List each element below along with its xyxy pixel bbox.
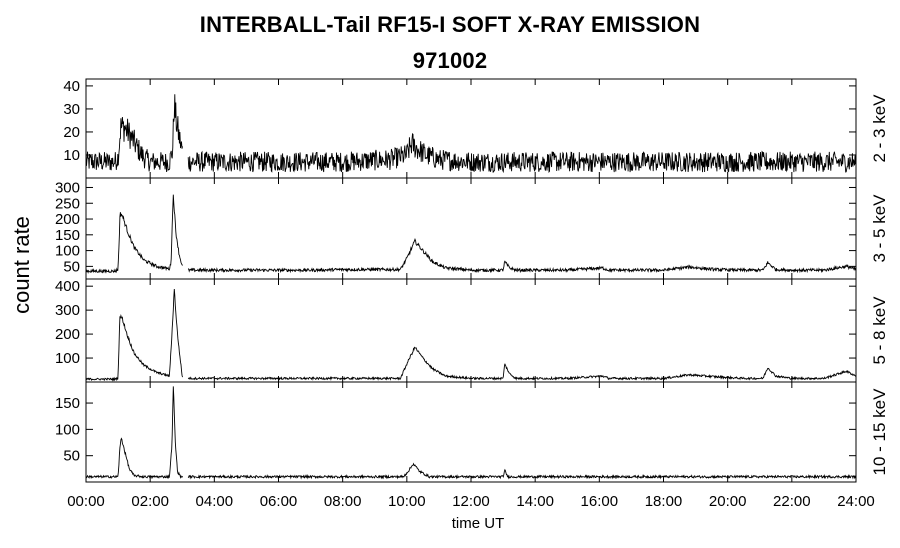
series-line-3 [85, 288, 857, 382]
x-tick-label: 20:00 [709, 493, 747, 510]
band-label: 3 - 5 keV [870, 194, 889, 263]
x-tick-label: 16:00 [581, 493, 619, 510]
panel-frame [85, 381, 857, 483]
x-tick-label: 18:00 [645, 493, 683, 510]
y-tick-label: 100 [55, 350, 80, 367]
y-tick-label: 200 [55, 326, 80, 343]
y-tick-label: 100 [55, 243, 80, 260]
x-tick-label: 00:00 [67, 493, 105, 510]
x-tick-label: 12:00 [452, 493, 490, 510]
y-tick-label: 400 [55, 278, 80, 295]
panel-frame [85, 278, 857, 383]
x-tick-label: 14:00 [516, 493, 554, 510]
series-line-4 [85, 386, 857, 480]
x-tick-label: 08:00 [324, 493, 362, 510]
y-tick-label: 150 [55, 227, 80, 244]
panel-3: 100 200 300 400 5 - 8 keV [55, 278, 889, 383]
panel-frame [85, 177, 857, 280]
x-tick-label: 06:00 [260, 493, 298, 510]
y-tick-label: 50 [63, 448, 80, 465]
panel-1: 10 20 30 40 2 - 3 keV [63, 78, 889, 179]
x-tick-label: 04:00 [196, 493, 234, 510]
y-tick-label: 300 [55, 179, 80, 196]
y-tick-label: 30 [63, 101, 80, 118]
y-tick-label: 150 [55, 395, 80, 412]
x-tick-label: 10:00 [388, 493, 426, 510]
chart-subtitle: 971002 [412, 48, 488, 73]
band-label: 5 - 8 keV [870, 296, 889, 365]
x-tick-label: 24:00 [837, 493, 875, 510]
y-tick-label: 40 [63, 78, 80, 95]
y-tick-label: 250 [55, 195, 80, 212]
y-tick-label: 300 [55, 302, 80, 319]
chart-title: INTERBALL-Tail RF15-I SOFT X-RAY EMISSIO… [199, 12, 701, 37]
band-label: 2 - 3 keV [870, 94, 889, 163]
band-label: 10 - 15 keV [870, 388, 889, 476]
y-tick-label: 10 [63, 147, 80, 164]
y-tick-label: 50 [63, 258, 80, 275]
x-tick-label: 22:00 [773, 493, 811, 510]
panel-4: 50 100 150 10 - 15 keV [55, 381, 889, 483]
y-tick-label: 20 [63, 124, 80, 141]
x-tick-label: 02:00 [131, 493, 169, 510]
series-line-2 [85, 194, 857, 274]
x-axis-label: time UT [452, 515, 505, 532]
series-line-1 [85, 94, 857, 174]
y-tick-label: 100 [55, 421, 80, 438]
y-tick-label: 200 [55, 211, 80, 228]
